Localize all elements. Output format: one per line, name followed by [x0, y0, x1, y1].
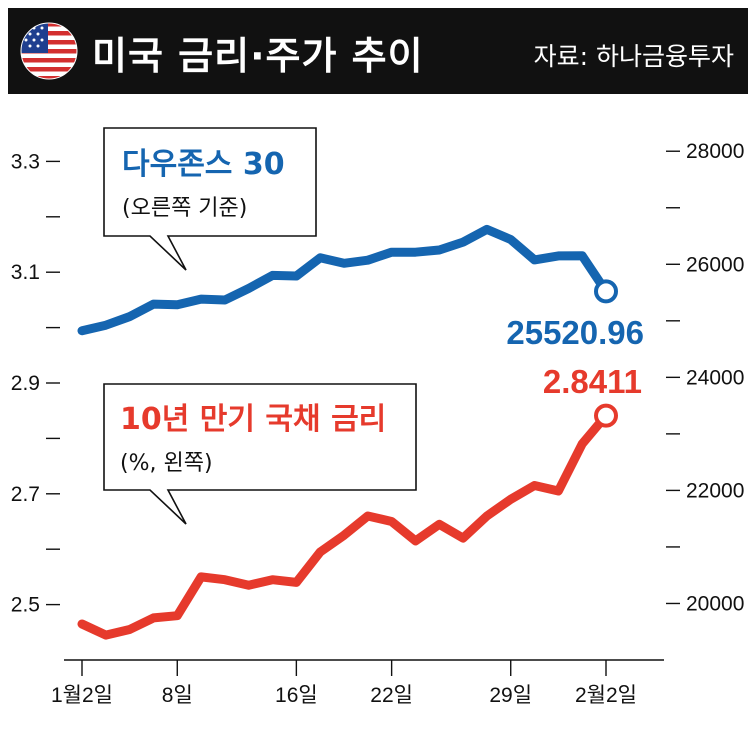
- x-axis-ticks: 1월2일 8일 16일 22일 29일 2월2일: [51, 660, 637, 707]
- left-axis-ticks: 3.3 3.1 2.9 2.7 2.5: [11, 150, 60, 617]
- x-tick-label: 8일: [162, 684, 193, 707]
- dow-callout: 다우존스 30 (오른쪽 기준): [103, 127, 317, 271]
- yield-series-name: 10년 만기 국채 금리: [120, 402, 386, 437]
- x-tick-label: 1월2일: [51, 684, 113, 707]
- right-tick-label: 22000: [686, 479, 744, 502]
- left-tick-label: 2.5: [11, 594, 40, 617]
- left-tick-label: 2.7: [11, 483, 40, 506]
- source-note: 자료: 하나금융투자: [533, 42, 734, 71]
- yield-series-note: (%, 왼쪽): [120, 451, 213, 476]
- right-tick-label: 20000: [686, 592, 744, 615]
- dow-end-value-label: 25520.96: [506, 314, 644, 351]
- dow-series-note: (오른쪽 기준): [122, 196, 247, 221]
- yield-callout: 10년 만기 국채 금리 (%, 왼쪽): [103, 383, 417, 525]
- dow-series-line: [77, 224, 611, 336]
- x-tick-label: 2월2일: [575, 684, 637, 707]
- right-tick-label: 24000: [686, 366, 744, 389]
- x-tick-label: 29일: [489, 684, 532, 707]
- yield-series-line: [77, 411, 611, 640]
- left-tick-label: 3.1: [11, 261, 40, 284]
- chart-title: 미국 금리·주가 추이: [92, 34, 424, 78]
- yield-end-value-label: 2.8411: [543, 363, 642, 400]
- dow-end-point: [594, 279, 618, 304]
- yield-callout-box: [103, 383, 417, 525]
- x-tick-label: 22일: [370, 684, 413, 707]
- dow-series-name: 다우존스 30: [122, 147, 285, 182]
- series-layer: [77, 224, 618, 640]
- us-flag-icon: [20, 22, 78, 80]
- x-tick-label: 16일: [275, 684, 318, 707]
- yield-end-point: [594, 403, 618, 428]
- chart-header: 미국 금리·주가 추이 자료: 하나금융투자: [8, 8, 748, 94]
- right-axis-ticks: 28000 26000 24000 22000 20000: [666, 140, 744, 615]
- right-tick-label: 26000: [686, 253, 744, 276]
- dow-callout-box: [103, 127, 317, 271]
- left-tick-label: 2.9: [11, 372, 40, 395]
- left-tick-label: 3.3: [11, 150, 40, 173]
- right-tick-label: 28000: [686, 140, 744, 163]
